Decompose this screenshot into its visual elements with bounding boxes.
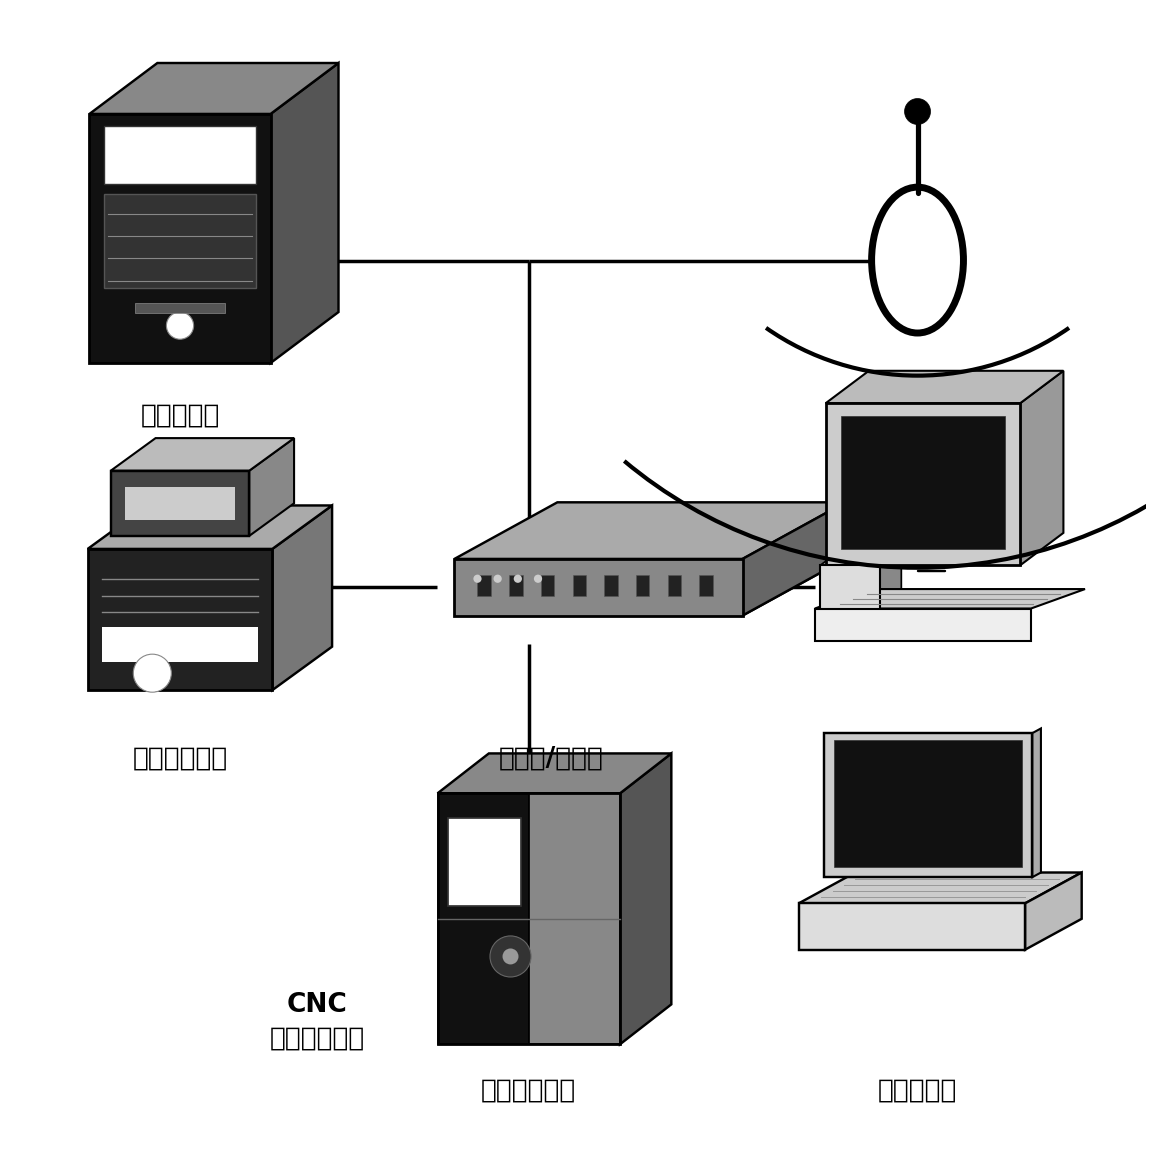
Polygon shape <box>455 559 742 615</box>
Polygon shape <box>815 590 1085 608</box>
Ellipse shape <box>133 654 171 692</box>
Polygon shape <box>799 872 1081 904</box>
Text: 报表服务器: 报表服务器 <box>140 402 219 429</box>
Polygon shape <box>529 793 620 1044</box>
Bar <box>668 576 681 595</box>
Polygon shape <box>826 404 1020 565</box>
Polygon shape <box>134 304 225 313</box>
Polygon shape <box>110 438 294 471</box>
Circle shape <box>489 936 531 977</box>
Circle shape <box>502 949 518 964</box>
Circle shape <box>473 575 481 583</box>
Polygon shape <box>102 627 257 662</box>
Text: PC机: PC机 <box>890 745 944 772</box>
Polygon shape <box>124 487 236 520</box>
Polygon shape <box>841 416 1004 549</box>
Polygon shape <box>249 438 294 536</box>
Polygon shape <box>90 114 270 363</box>
Polygon shape <box>880 549 901 635</box>
Bar <box>700 576 712 595</box>
Polygon shape <box>103 193 256 288</box>
Circle shape <box>494 575 502 583</box>
Text: 数据库服务器: 数据库服务器 <box>132 745 228 772</box>
Text: CNC
口志读取系统: CNC 口志读取系统 <box>270 992 365 1051</box>
Bar <box>637 576 649 595</box>
Polygon shape <box>799 904 1025 950</box>
Polygon shape <box>1033 728 1041 877</box>
Polygon shape <box>438 793 529 1044</box>
Polygon shape <box>455 559 846 615</box>
Polygon shape <box>834 741 1023 866</box>
Bar <box>509 576 523 595</box>
Polygon shape <box>87 549 272 690</box>
Polygon shape <box>438 754 671 793</box>
Polygon shape <box>87 506 332 549</box>
Text: 集线器/交换机: 集线器/交换机 <box>499 745 604 772</box>
Text: 笔记本电脑: 笔记本电脑 <box>878 1077 957 1104</box>
Circle shape <box>534 575 542 583</box>
Polygon shape <box>270 63 339 363</box>
Polygon shape <box>826 371 1064 404</box>
Polygon shape <box>742 502 846 615</box>
Polygon shape <box>448 819 522 906</box>
Polygon shape <box>103 127 256 184</box>
Circle shape <box>514 575 522 583</box>
Polygon shape <box>1025 872 1081 950</box>
Ellipse shape <box>890 216 946 304</box>
Bar <box>541 576 554 595</box>
Polygon shape <box>455 502 846 559</box>
Text: 机床主控电脑: 机床主控电脑 <box>481 1077 577 1104</box>
Bar <box>604 576 618 595</box>
Circle shape <box>167 312 193 340</box>
Polygon shape <box>820 549 901 565</box>
Text: 无线访问点: 无线访问点 <box>878 402 957 429</box>
Polygon shape <box>90 63 339 114</box>
Bar <box>478 576 491 595</box>
Polygon shape <box>1020 371 1064 565</box>
Polygon shape <box>820 565 880 635</box>
Bar <box>572 576 586 595</box>
Polygon shape <box>824 733 1033 877</box>
Ellipse shape <box>872 187 964 333</box>
Polygon shape <box>272 506 332 690</box>
Circle shape <box>904 99 931 124</box>
Polygon shape <box>815 608 1031 641</box>
Polygon shape <box>620 754 671 1044</box>
Polygon shape <box>110 471 249 536</box>
